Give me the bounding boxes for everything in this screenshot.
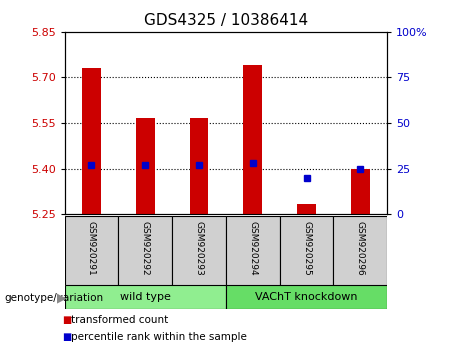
- Text: genotype/variation: genotype/variation: [5, 293, 104, 303]
- Bar: [243, 65, 262, 214]
- Bar: [280, 216, 333, 285]
- Text: GSM920295: GSM920295: [302, 222, 311, 276]
- Text: GSM920296: GSM920296: [356, 222, 365, 276]
- Text: GSM920294: GSM920294: [248, 222, 257, 276]
- Text: ■: ■: [62, 332, 71, 342]
- Bar: [136, 119, 154, 214]
- Bar: [118, 216, 172, 285]
- Text: GSM920292: GSM920292: [141, 222, 150, 276]
- Text: transformed count: transformed count: [71, 315, 169, 325]
- Bar: [82, 68, 101, 214]
- Text: ■: ■: [62, 315, 71, 325]
- Text: GSM920291: GSM920291: [87, 222, 96, 276]
- Bar: [65, 216, 118, 285]
- Text: percentile rank within the sample: percentile rank within the sample: [71, 332, 248, 342]
- Text: ▶: ▶: [58, 292, 67, 304]
- Bar: [226, 216, 280, 285]
- Bar: [226, 285, 387, 309]
- Bar: [333, 216, 387, 285]
- Bar: [351, 169, 370, 214]
- Bar: [172, 216, 226, 285]
- Bar: [65, 285, 226, 309]
- Text: VAChT knockdown: VAChT knockdown: [255, 292, 358, 302]
- Text: GSM920293: GSM920293: [195, 222, 203, 276]
- Text: wild type: wild type: [120, 292, 171, 302]
- Bar: [189, 119, 208, 214]
- Title: GDS4325 / 10386414: GDS4325 / 10386414: [144, 13, 308, 28]
- Bar: [297, 204, 316, 214]
